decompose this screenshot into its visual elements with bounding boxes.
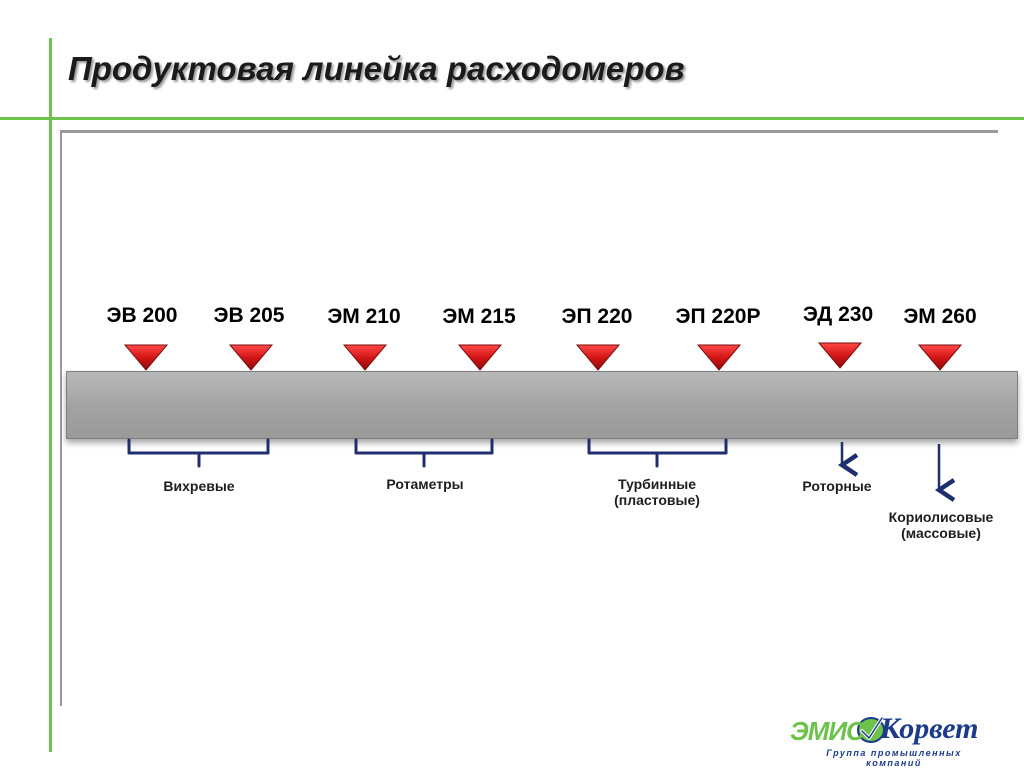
logo-brand-right: Корвет <box>880 712 979 745</box>
logo-emblem <box>857 716 885 743</box>
triangle-marker <box>342 344 388 371</box>
model-label: ЭМ 260 <box>903 305 977 328</box>
logo-tagline: Группа промышленных компаний <box>826 748 962 768</box>
group-label-turbine: Турбинные (пластовые) <box>614 476 700 508</box>
bracket-rotameters <box>354 438 494 468</box>
bracket-turbine <box>587 438 728 468</box>
group-label-rotameters: Ротаметры <box>386 476 464 492</box>
triangle-marker <box>917 344 963 371</box>
model-label: ЭВ 205 <box>213 304 285 327</box>
model-label: ЭВ 200 <box>106 304 178 327</box>
triangle-marker <box>575 344 621 371</box>
frame-top-border <box>60 130 998 133</box>
triangle-marker <box>696 344 742 371</box>
model-label: ЭМ 210 <box>327 305 401 328</box>
group-label-rotary: Роторные <box>802 478 872 494</box>
page-title: Продуктовая линейка расходомеров <box>68 50 685 87</box>
triangle-marker <box>457 344 503 371</box>
bracket-vortex <box>127 438 270 468</box>
triangle-marker <box>123 344 169 371</box>
group-label-coriolis: Кориолисовые (массовые) <box>888 509 994 541</box>
group-label-vortex: Вихревые <box>163 478 235 494</box>
model-label: ЭП 220Р <box>675 305 761 328</box>
logo-brand-left: ЭМИС <box>790 716 865 746</box>
green-horizontal-line <box>0 117 1024 120</box>
green-vertical-line <box>49 38 52 752</box>
model-label: ЭД 230 <box>802 303 874 326</box>
triangle-marker <box>817 342 863 369</box>
triangle-marker <box>228 344 274 371</box>
model-label: ЭП 220 <box>561 305 633 328</box>
model-label: ЭМ 215 <box>442 305 516 328</box>
frame-left-border <box>60 130 62 706</box>
product-line-bar <box>66 371 1018 439</box>
marker-triangles <box>123 342 963 371</box>
